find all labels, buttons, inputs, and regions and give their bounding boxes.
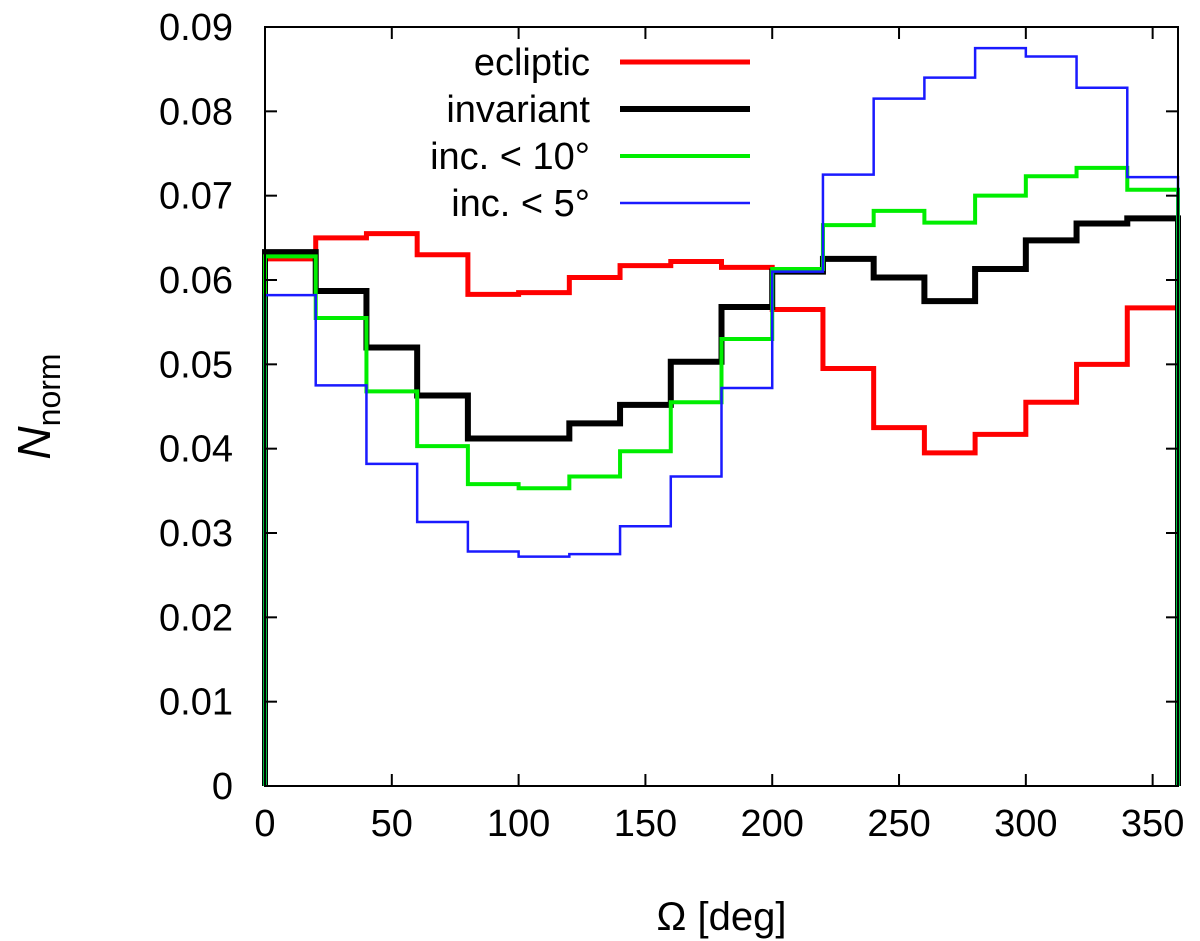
x-tick-label: 50 (371, 803, 413, 845)
y-tick-label: 0 (212, 766, 233, 808)
x-tick-label: 350 (1121, 803, 1184, 845)
y-axis-title: Nnorm (8, 353, 67, 459)
legend-label: inc. < 10° (430, 136, 590, 178)
series-layer (262, 46, 1181, 786)
x-tick-label: 0 (254, 803, 275, 845)
x-tick-label: 150 (614, 803, 677, 845)
legend-label: invariant (446, 89, 590, 131)
x-axis-title: Ω [deg] (657, 895, 787, 939)
x-tick-label: 100 (487, 803, 550, 845)
legend-label: ecliptic (474, 42, 590, 84)
series-line-2 (263, 165, 1180, 786)
series-line-0 (262, 231, 1181, 786)
y-tick-label: 0.09 (159, 7, 233, 49)
y-tick-label: 0.08 (159, 91, 233, 133)
y-tick-label: 0.07 (159, 176, 233, 218)
y-tick-label: 0.01 (159, 682, 233, 724)
y-tick-label: 0.04 (159, 429, 233, 471)
x-tick-label: 300 (994, 803, 1057, 845)
x-tick-label: 200 (741, 803, 804, 845)
plot-frame (264, 26, 1179, 787)
series-line-1 (262, 215, 1181, 786)
series-line-3 (263, 46, 1180, 786)
x-tick-label: 250 (867, 803, 930, 845)
legend-label: inc. < 5° (451, 183, 590, 225)
tick-layer: 0 0.01 0.02 0.03 0.04 0.05 0.06 0.07 0.08 0.09 0 50… (159, 7, 1184, 845)
y-tick-label: 0.06 (159, 260, 233, 302)
legend: ecliptic invariant inc. < 10° inc. < 5° (430, 42, 750, 225)
y-tick-label: 0.02 (159, 597, 233, 639)
y-axis-title-main: N (8, 426, 60, 460)
y-tick-label: 0.05 (159, 344, 233, 386)
y-axis-title-subscript: norm (31, 353, 67, 426)
y-tick-label: 0.03 (159, 513, 233, 555)
